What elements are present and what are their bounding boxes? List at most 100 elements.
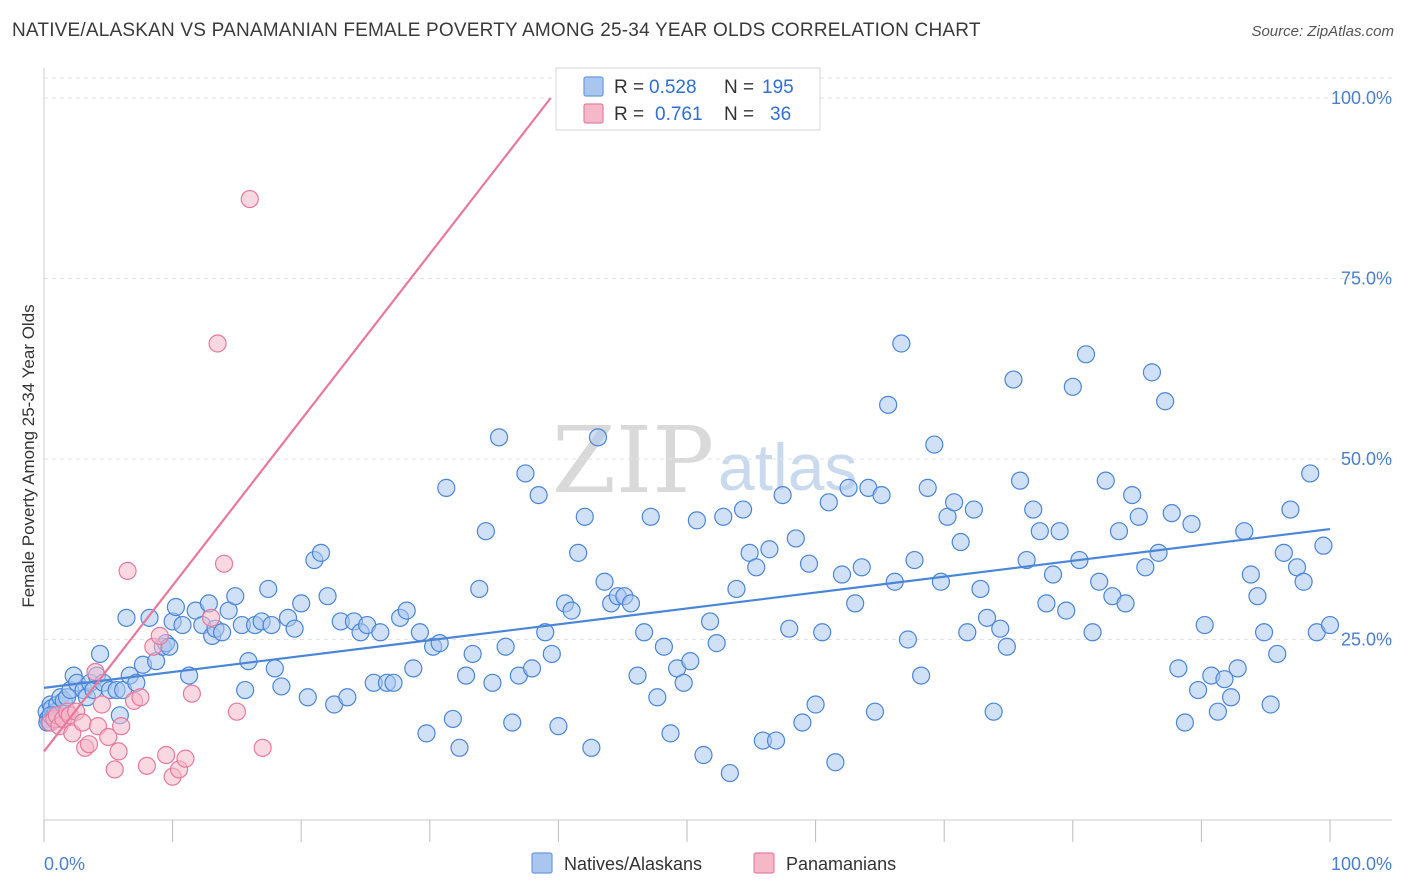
native-point-22 [90, 644, 110, 664]
native-point-165 [984, 702, 1003, 721]
native-point-197 [1195, 615, 1214, 635]
native-point-210 [1281, 500, 1300, 519]
y-tick-label-50: 50.0% [1341, 449, 1392, 469]
native-point-177 [1063, 377, 1082, 396]
native-point-208 [1268, 644, 1287, 664]
native-point-152 [898, 630, 918, 649]
native-point-50 [236, 680, 255, 700]
native-point-159 [944, 493, 964, 512]
native-point-105 [588, 428, 608, 447]
pan-point-34 [240, 189, 259, 209]
legend-r-value-pan: 0.761 [655, 104, 703, 125]
native-point-88 [476, 522, 495, 541]
native-point-212 [1294, 572, 1313, 591]
legend-swatch-pan [583, 103, 604, 124]
native-point-191 [1156, 392, 1175, 411]
bottom-legend-label-native: Natives/Alaskans [564, 854, 702, 874]
native-point-166 [991, 619, 1010, 638]
y-tick-labels: 25.0% 50.0% 75.0% 100.0% [1331, 88, 1392, 650]
native-point-196 [1189, 680, 1208, 700]
native-point-174 [1043, 565, 1063, 584]
native-point-153 [905, 550, 924, 570]
native-point-206 [1254, 623, 1274, 642]
pan-point-28 [176, 749, 195, 768]
native-point-201 [1221, 688, 1241, 707]
legend-n-value-pan: 36 [770, 104, 791, 125]
native-point-187 [1129, 507, 1148, 526]
native-point-94 [516, 464, 535, 483]
native-point-120 [687, 511, 706, 530]
native-point-60 [292, 594, 311, 613]
native-point-169 [1010, 471, 1030, 490]
native-point-202 [1228, 659, 1247, 678]
native-point-194 [1175, 713, 1195, 732]
native-point-184 [1109, 522, 1129, 541]
native-point-173 [1037, 594, 1056, 613]
native-point-185 [1116, 594, 1135, 613]
native-point-215 [1314, 536, 1333, 555]
y-tick-label-75: 75.0% [1341, 269, 1392, 289]
gridlines [44, 77, 1392, 640]
pan-point-15 [99, 727, 118, 747]
native-point-56 [265, 659, 284, 678]
native-point-91 [496, 637, 515, 656]
native-point-46 [212, 623, 232, 642]
native-point-85 [456, 666, 476, 685]
native-point-82 [437, 478, 456, 497]
legend-swatch-native [583, 76, 604, 97]
native-point-28 [117, 608, 136, 627]
native-point-163 [971, 579, 990, 599]
native-point-110 [621, 594, 641, 613]
y-tick-label-25: 25.0% [1341, 630, 1392, 650]
bottom-legend: Natives/Alaskans Panamanians [531, 852, 896, 874]
native-point-57 [272, 677, 291, 696]
chart-title: NATIVE/ALASKAN VS PANAMANIAN FEMALE POVE… [12, 20, 981, 41]
native-point-143 [839, 478, 858, 497]
x-axis-ticks [43, 820, 1331, 842]
pan-point-21 [131, 688, 150, 707]
native-point-67 [338, 688, 357, 707]
native-point-83 [443, 709, 462, 729]
native-point-142 [832, 565, 852, 584]
native-point-86 [463, 644, 482, 664]
native-point-135 [786, 529, 805, 548]
native-point-144 [846, 594, 865, 613]
native-point-125 [720, 763, 739, 783]
native-point-136 [793, 713, 812, 732]
native-point-155 [918, 478, 937, 497]
native-point-176 [1057, 601, 1076, 620]
pan-point-30 [202, 608, 221, 627]
native-point-167 [997, 637, 1016, 656]
native-point-162 [964, 500, 983, 519]
native-point-126 [727, 579, 746, 599]
native-point-189 [1142, 363, 1162, 382]
pan-point-11 [79, 735, 99, 754]
native-point-151 [892, 334, 911, 353]
native-point-92 [503, 713, 522, 732]
pan-point-33 [227, 702, 246, 721]
native-point-171 [1024, 500, 1043, 519]
native-point-147 [865, 702, 885, 721]
native-point-207 [1261, 695, 1280, 714]
native-point-138 [806, 695, 825, 714]
native-point-106 [595, 572, 614, 591]
native-point-116 [661, 724, 680, 743]
pan-point-16 [105, 760, 124, 779]
native-point-97 [536, 623, 555, 642]
pan-point-35 [253, 738, 272, 757]
legend-r-label-pan: R = [614, 104, 644, 125]
pan-point-31 [208, 334, 227, 353]
legend-r-value-native: 0.528 [649, 77, 697, 98]
native-point-96 [529, 486, 548, 505]
native-point-156 [925, 435, 944, 454]
native-point-204 [1241, 565, 1260, 584]
series-panamanians [41, 189, 272, 786]
trend-lines [43, 97, 1331, 753]
native-point-84 [450, 738, 469, 757]
native-point-209 [1274, 543, 1293, 562]
native-point-39 [173, 615, 192, 635]
native-point-164 [977, 608, 997, 627]
native-point-133 [773, 486, 792, 505]
native-point-186 [1123, 486, 1142, 505]
native-point-112 [635, 623, 654, 642]
